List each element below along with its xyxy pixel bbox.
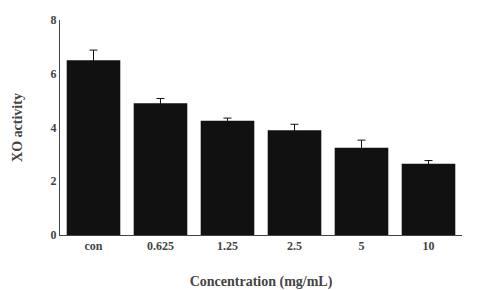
svg-text:10: 10 [423, 239, 435, 253]
svg-text:2.5: 2.5 [287, 239, 302, 253]
svg-text:1.25: 1.25 [217, 239, 238, 253]
svg-text:0.625: 0.625 [147, 239, 174, 253]
svg-text:4: 4 [51, 121, 57, 135]
svg-text:Concentration (mg/mL): Concentration (mg/mL) [190, 274, 333, 290]
svg-text:5: 5 [359, 239, 365, 253]
svg-text:8: 8 [51, 13, 57, 27]
svg-text:0: 0 [51, 228, 57, 242]
svg-text:2: 2 [51, 174, 57, 188]
svg-text:con: con [85, 239, 103, 253]
svg-text:XO activity: XO activity [10, 93, 25, 162]
svg-text:6: 6 [51, 67, 57, 81]
